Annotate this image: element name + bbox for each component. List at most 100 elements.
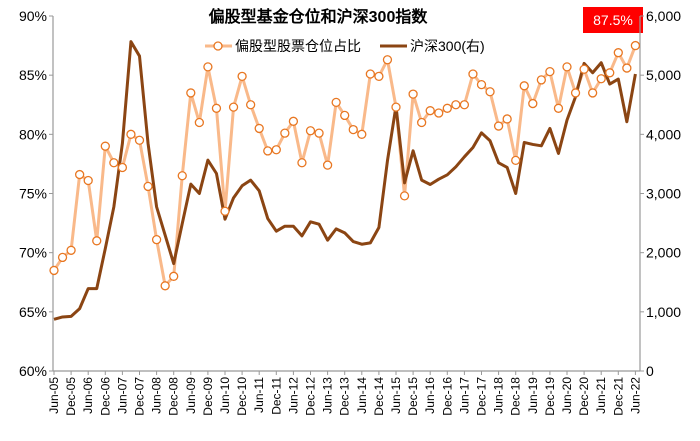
x-tick-label: Dec-14 (372, 377, 386, 416)
fund-position-point (92, 236, 102, 246)
x-tick-label: Jun-16 (423, 377, 437, 414)
left-tick-label: 75% (19, 186, 47, 202)
legend-item-csi300: 沪深300(右) (380, 38, 485, 54)
x-tick-label: Dec-05 (64, 377, 78, 416)
fund-position-point (83, 175, 93, 186)
fund-position-point (562, 62, 572, 72)
legend-label-fund: 偏股型股票仓位占比 (235, 38, 361, 54)
fund-position-point (331, 97, 341, 108)
legend-item-fund: 偏股型股票仓位占比 (205, 38, 361, 54)
fund-position-point (365, 69, 376, 79)
x-tick-label: Jun-10 (218, 377, 232, 414)
x-tick-label: Dec-17 (475, 377, 489, 416)
fund-position-point (305, 126, 316, 136)
legend: 偏股型股票仓位占比 沪深300(右) (205, 38, 485, 54)
right-tick-label: 6,000 (646, 8, 681, 24)
left-tick-label: 60% (19, 363, 47, 379)
x-tick-label: Dec-08 (167, 377, 181, 416)
x-tick-label: Jun-13 (321, 377, 335, 414)
right-tick-label: 5,000 (646, 67, 681, 83)
left-tick-label: 85% (19, 67, 47, 83)
fund-position-point (451, 100, 461, 110)
legend-label-csi300: 沪深300(右) (410, 38, 485, 54)
right-tick-label: 0 (646, 363, 654, 379)
chart-title: 偏股型基金仓位和沪深300指数 (209, 7, 429, 26)
fund-position-point (288, 116, 299, 126)
x-tick-label: Dec-21 (611, 377, 625, 416)
fund-position-point (100, 141, 110, 151)
fund-position-point (228, 102, 239, 112)
x-tick-label: Jun-07 (115, 377, 129, 414)
x-tick-label: Jun-21 (594, 377, 608, 414)
fund-position-point (493, 121, 504, 131)
fund-position-point (485, 87, 495, 97)
fund-position-point (425, 106, 435, 116)
x-tick-label: Jun-22 (628, 377, 642, 414)
x-tick-label: Jun-11 (252, 377, 266, 413)
left-tick-label: 65% (19, 304, 47, 320)
fund-position-point (416, 117, 427, 128)
x-tick-label: Dec-15 (406, 377, 420, 416)
x-tick-label: Dec-09 (201, 377, 215, 416)
fund-position-point (622, 63, 632, 73)
fund-position-point (151, 234, 162, 245)
left-tick-label: 80% (19, 126, 47, 142)
fund-position-point (434, 108, 444, 118)
fund-position-point (391, 102, 401, 112)
x-tick-label: Dec-10 (235, 377, 249, 416)
right-tick-label: 2,000 (646, 245, 681, 261)
annotation-label: 87.5% (593, 12, 633, 28)
fund-position-point (553, 103, 564, 113)
fund-position-point (109, 158, 119, 168)
x-tick-label: Dec-19 (543, 377, 557, 416)
fund-position-point (442, 103, 452, 113)
x-tick-label: Jun-06 (81, 377, 95, 414)
fund-position-point (545, 66, 555, 77)
fund-position-point (476, 79, 487, 90)
fund-position-point (169, 271, 179, 281)
x-tick-label: Dec-06 (98, 377, 112, 416)
fund-position-point (220, 206, 230, 216)
x-tick-label: Jun-14 (355, 377, 369, 414)
right-tick-label: 3,000 (646, 186, 681, 202)
fund-position-point (374, 71, 384, 81)
fund-position-point (519, 81, 529, 91)
fund-position-point (117, 162, 128, 173)
x-tick-label: Jun-08 (150, 377, 164, 414)
x-tick-label: Jun-17 (457, 377, 471, 414)
x-tick-label: Jun-05 (47, 377, 61, 414)
fund-position-point (596, 74, 606, 84)
x-tick-label: Jun-19 (526, 377, 540, 414)
x-tick-label: Jun-15 (389, 377, 403, 414)
fund-position-point (528, 98, 538, 109)
fund-position-point (75, 169, 85, 180)
fund-position-point (194, 117, 205, 128)
fund-position-point (468, 69, 478, 79)
x-tick-label: Dec-16 (440, 377, 454, 416)
fund-position-point (297, 158, 307, 168)
x-tick-label: Jun-18 (492, 377, 506, 414)
fund-position-point (314, 128, 324, 138)
fund-position-point (66, 245, 76, 255)
fund-position-point (177, 171, 187, 181)
fund-position-point (536, 75, 546, 85)
fund-position-point (160, 281, 170, 291)
fund-position-point (408, 89, 418, 99)
fund-position-point (280, 128, 290, 138)
fund-position-point (263, 146, 273, 156)
fund-position-point (134, 135, 145, 145)
fund-position-point (613, 48, 623, 58)
fund-position-point (254, 123, 264, 134)
fund-position-point (588, 88, 598, 98)
x-tick-label: Dec-07 (133, 377, 147, 416)
x-tick-label: Dec-11 (269, 377, 283, 415)
fund-position-point (502, 114, 512, 124)
csi300-line (53, 40, 637, 321)
fund-position-point (57, 252, 68, 263)
fund-position-point (340, 110, 350, 121)
fund-position-point (511, 155, 521, 166)
fund-position-point (237, 71, 247, 81)
x-tick-label: Jun-09 (184, 377, 198, 414)
right-tick-label: 1,000 (646, 304, 681, 320)
